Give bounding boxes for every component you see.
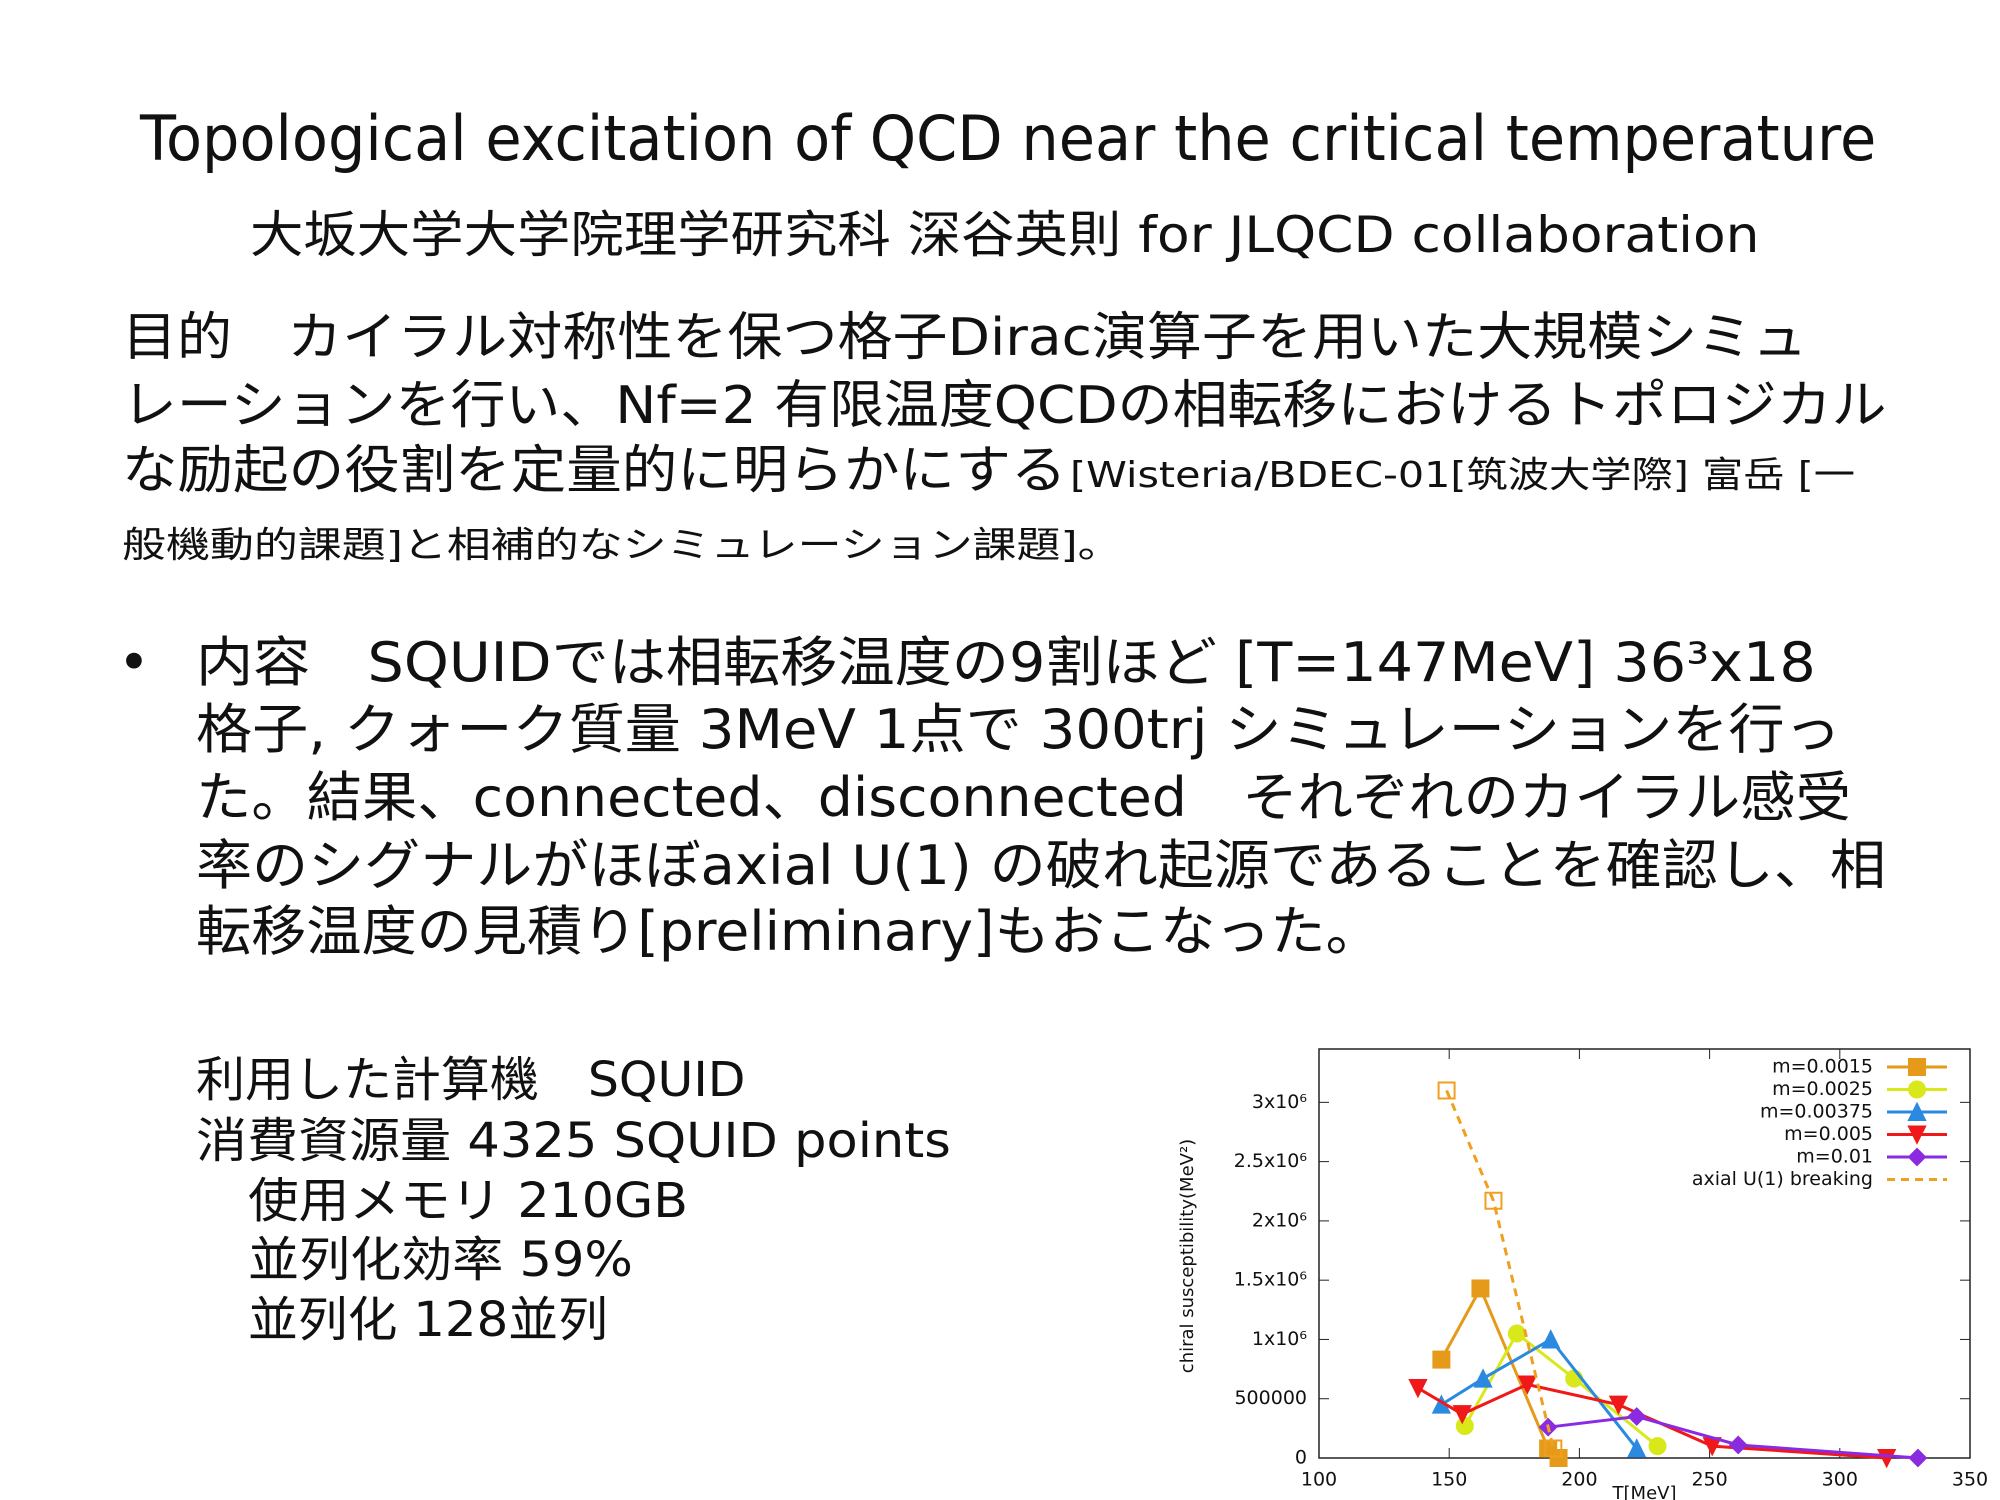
marker — [1648, 1437, 1667, 1456]
content-line: た。結果、connected、disconnected それぞれのカイラル感受 — [196, 766, 1851, 829]
x-tick-label: 300 — [1822, 1469, 1858, 1491]
y-tick-label: 0 — [1295, 1447, 1307, 1469]
content-line: 内容 SQUIDでは相転移温度の9割ほど [T=147MeV] 36³x18 — [196, 631, 1816, 694]
y-axis-label: chiral susceptibility(MeV²) — [1177, 1139, 1198, 1373]
marker — [1471, 1279, 1490, 1298]
content-line: 格子, クォーク質量 3MeV 1点で 300trj シミュレーションを行っ — [196, 698, 1841, 761]
series-line — [1445, 1089, 1555, 1449]
marker — [1437, 1081, 1456, 1100]
x-tick-label: 200 — [1561, 1469, 1597, 1491]
legend-label: m=0.0025 — [1772, 1078, 1873, 1100]
y-tick-label: 1x10⁶ — [1252, 1328, 1307, 1350]
content-line: 率のシグナルがほぼaxial U(1) の破れ起源であることを確認し、相 — [196, 834, 1886, 897]
slide-title: Topological excitation of QCD near the c… — [140, 102, 1877, 175]
marker — [1517, 1375, 1537, 1395]
purpose-line: レーションを行い、Nf=2 有限温度QCDの相転移におけるトポロジカル — [122, 376, 1887, 436]
resource-line: 並列化効率 59% — [248, 1232, 633, 1288]
marker — [1907, 1101, 1927, 1121]
marker — [1452, 1405, 1472, 1425]
legend-label: m=0.0015 — [1772, 1056, 1873, 1078]
x-tick-label: 150 — [1431, 1469, 1467, 1491]
marker — [1544, 1439, 1563, 1458]
resource-line: 使用メモリ 210GB — [248, 1173, 689, 1229]
purpose-note: [Wisteria/BDEC-01[筑波大学際] 富岳 [一 — [1070, 455, 1855, 496]
marker — [1627, 1407, 1647, 1426]
resource-line: 利用した計算機 SQUID — [196, 1052, 746, 1108]
marker — [1541, 1329, 1561, 1349]
legend-label: m=0.00375 — [1760, 1101, 1873, 1123]
purpose-note: 般機動的課題]と相補的なシミュレーション課題]。 — [122, 525, 1122, 566]
content-line: 転移温度の見積り[preliminary]もおこなった。 — [196, 900, 1381, 963]
marker — [1608, 1395, 1629, 1415]
marker — [1908, 1058, 1926, 1076]
y-tick-label: 2.5x10⁶ — [1234, 1150, 1307, 1172]
slide-subtitle: 大坂大学大学院理学研究科 深谷英則 for JLQCD collaboratio… — [250, 206, 1760, 264]
marker — [1549, 1449, 1568, 1467]
y-tick-label: 1.5x10⁶ — [1234, 1269, 1307, 1291]
legend-label: m=0.005 — [1784, 1123, 1873, 1145]
purpose-line: な励起の役割を定量的に明らかにする — [122, 441, 1067, 501]
resource-line: 並列化 128並列 — [248, 1292, 608, 1348]
marker — [1408, 1379, 1428, 1399]
series-line — [1463, 1331, 1659, 1448]
marker — [1507, 1324, 1526, 1343]
marker — [1907, 1125, 1927, 1145]
marker — [1728, 1435, 1748, 1455]
marker — [1908, 1448, 1928, 1468]
y-tick-label: 500000 — [1234, 1387, 1307, 1409]
marker — [1908, 1080, 1926, 1099]
marker — [1473, 1368, 1493, 1388]
resource-line: 消費資源量 4325 SQUID points — [196, 1113, 951, 1169]
marker — [1907, 1147, 1927, 1167]
x-axis-label: T[MeV] — [1612, 1483, 1677, 1500]
bullet: • — [118, 631, 150, 694]
legend-label: m=0.01 — [1796, 1146, 1873, 1168]
series-line — [1547, 1414, 1919, 1460]
legend-label: axial U(1) breaking — [1692, 1168, 1873, 1190]
y-tick-label: 2x10⁶ — [1252, 1209, 1307, 1231]
marker — [1432, 1350, 1451, 1369]
marker — [1627, 1438, 1647, 1458]
x-tick-label: 100 — [1301, 1469, 1337, 1491]
series-line — [1440, 1337, 1638, 1450]
purpose-line: 目的 カイラル対称性を保つ格子Dirac演算子を用いた大規模シミュ — [122, 308, 1808, 368]
marker — [1455, 1416, 1474, 1435]
y-tick-label: 3x10⁶ — [1252, 1091, 1307, 1113]
x-tick-label: 350 — [1952, 1469, 1988, 1491]
marker — [1484, 1191, 1503, 1210]
plot-frame — [1318, 1048, 1971, 1459]
x-tick-label: 250 — [1691, 1469, 1727, 1491]
